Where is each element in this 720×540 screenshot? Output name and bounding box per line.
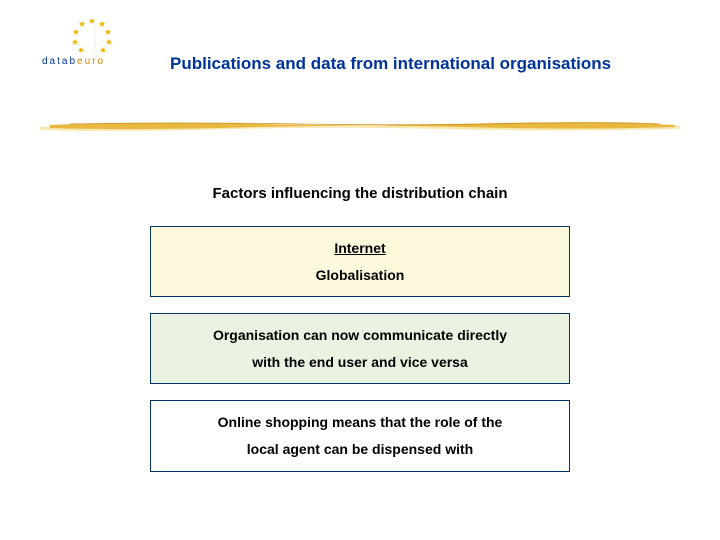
factor-box-2-line1: Organisation can now communicate directl… [163, 322, 557, 349]
factor-box-1-line1: Internet [163, 235, 557, 262]
logo: databeuro [42, 18, 142, 73]
factor-box-2-line2: with the end user and vice versa [163, 349, 557, 376]
factor-box-3: Online shopping means that the role of t… [150, 400, 570, 471]
content-area: Factors influencing the distribution cha… [0, 185, 720, 488]
factor-box-3-line1: Online shopping means that the role of t… [163, 409, 557, 436]
factor-box-3-line2: local agent can be dispensed with [163, 436, 557, 463]
logo-text: databeuro [42, 56, 105, 67]
logo-stars-icon [70, 18, 114, 53]
factor-box-1-line2: Globalisation [163, 262, 557, 289]
logo-text-euro: euro [77, 56, 105, 67]
factor-box-2: Organisation can now communicate directl… [150, 313, 570, 384]
subtitle: Factors influencing the distribution cha… [212, 185, 507, 202]
factor-box-1: Internet Globalisation [150, 226, 570, 297]
logo-text-data: datab [42, 56, 77, 67]
divider-brushstroke [40, 118, 680, 132]
page-title: Publications and data from international… [170, 54, 611, 74]
